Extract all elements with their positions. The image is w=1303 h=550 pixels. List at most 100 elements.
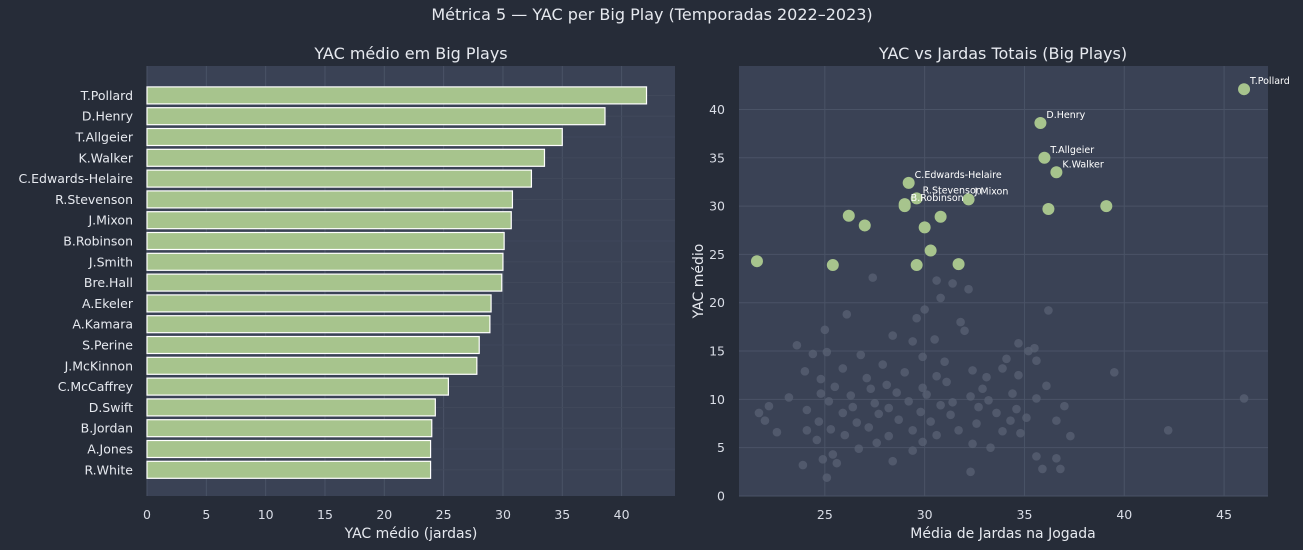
scatter-point [1044, 306, 1053, 315]
scatter-point [1014, 339, 1023, 348]
bar-category-label: D.Swift [89, 400, 133, 415]
scatter-y-tick-label: 40 [709, 102, 725, 117]
figure-title: Métrica 5 — YAC per Big Play (Temporadas… [431, 5, 872, 24]
scatter-y-ticks: 0 5 10 15 20 25 30 35 40 [709, 102, 725, 504]
bar-x-tick-label: 40 [614, 507, 630, 522]
scatter-point [932, 371, 941, 381]
scatter-point [946, 410, 955, 420]
scatter-point [864, 423, 874, 432]
bar-x-tick-label: 15 [317, 507, 333, 522]
scatter-point-label: J.Mixon [974, 186, 1009, 197]
bar [146, 335, 480, 355]
scatter-point [908, 446, 917, 455]
scatter-point [1163, 425, 1173, 435]
scatter-x-ticks: 25 30 35 40 45 [817, 507, 1232, 522]
scatter-x-tick-label: 30 [917, 507, 933, 522]
scatter-point [936, 400, 945, 410]
scatter-point [918, 437, 927, 447]
scatter-point [1042, 381, 1051, 391]
scatter-point [978, 384, 987, 394]
scatter-point [932, 276, 941, 285]
scatter-x-tick-label: 40 [1116, 507, 1132, 522]
bar [146, 315, 491, 334]
scatter-point [1030, 343, 1039, 353]
scatter-point [808, 349, 818, 359]
scatter-point [812, 435, 822, 445]
scatter-x-axis-label: Média de Jardas na Jogada [910, 526, 1095, 542]
scatter-point [1038, 464, 1047, 474]
scatter-point [918, 383, 927, 393]
scatter-point [968, 439, 977, 449]
scatter-point [870, 398, 880, 408]
scatter-point [884, 403, 894, 413]
scatter-point [954, 425, 963, 435]
scatter-point-label: R.Stevenson [923, 185, 982, 196]
bar-x-tick-label: 20 [376, 507, 392, 522]
bar-category-label: R.White [84, 462, 133, 477]
scatter-point-label: T.Allgeier [1049, 145, 1094, 156]
scatter-point [884, 431, 894, 441]
scatter-point [960, 326, 969, 336]
scatter-point [1052, 454, 1061, 463]
scatter-point [926, 417, 935, 426]
bar-category-label: B.Jordan [81, 421, 133, 436]
scatter-point [878, 360, 888, 369]
scatter-point [916, 407, 925, 417]
bar [146, 460, 432, 479]
scatter-point [912, 313, 921, 323]
scatter-point [798, 460, 808, 470]
bar-category-label: J.Smith [88, 254, 133, 269]
scatter-y-axis-label: YAC médio [691, 244, 707, 320]
bar-category-label: R.Stevenson [55, 192, 133, 207]
scatter-x-tick-label: 25 [817, 507, 833, 522]
scatter-point [998, 426, 1007, 436]
scatter-point [894, 415, 903, 424]
scatter-point [1008, 389, 1017, 398]
bar-x-tick-label: 0 [143, 507, 151, 522]
bar-category-label: C.McCaffrey [58, 379, 134, 394]
scatter-highlighted-point [902, 176, 915, 189]
scatter-point [940, 357, 949, 366]
scatter-point [854, 444, 864, 453]
scatter-point [1032, 452, 1041, 461]
scatter-highlighted-point [898, 198, 911, 211]
scatter-point [992, 408, 1001, 418]
bar [146, 211, 512, 230]
scatter-point [816, 374, 826, 384]
scatter-point-label: T.Pollard [1249, 76, 1290, 87]
bar [146, 231, 505, 251]
bar-panel: 0 5 10 15 20 25 30 35 40 T.Pollard D.Henry T.Allge… [18, 44, 675, 542]
scatter-y-tick-label: 15 [709, 344, 725, 359]
scatter-highlighted-point [910, 192, 923, 205]
scatter-point [800, 367, 810, 376]
scatter-y-tick-label: 10 [709, 392, 725, 407]
scatter-point [856, 350, 866, 360]
scatter-point [984, 396, 993, 405]
scatter-point [822, 347, 832, 357]
scatter-point-label: C.Edwards-Helaire [915, 170, 1002, 181]
bar-x-tick-label: 30 [495, 507, 511, 522]
scatter-point [1002, 354, 1011, 364]
scatter-point [956, 317, 965, 327]
scatter-point [830, 382, 840, 392]
scatter-point [920, 305, 929, 314]
scatter-point [908, 425, 917, 435]
scatter-y-tick-label: 20 [709, 295, 725, 310]
scatter-y-tick-label: 30 [709, 199, 725, 214]
bar [146, 419, 433, 438]
bar-category-label: B.Robinson [63, 234, 133, 249]
scatter-point [840, 430, 850, 440]
scatter-point [852, 418, 862, 427]
scatter-point [968, 366, 977, 375]
scatter-point [888, 331, 898, 340]
scatter-point [974, 402, 983, 412]
bar [146, 148, 546, 167]
bar [146, 273, 503, 292]
bar-x-tick-label: 5 [202, 507, 210, 522]
scatter-highlighted-point [910, 259, 923, 272]
scatter-point [930, 335, 939, 344]
scatter-highlighted-point [1050, 166, 1063, 179]
scatter-point [862, 373, 872, 383]
bar-category-label: A.Ekeler [82, 296, 134, 311]
